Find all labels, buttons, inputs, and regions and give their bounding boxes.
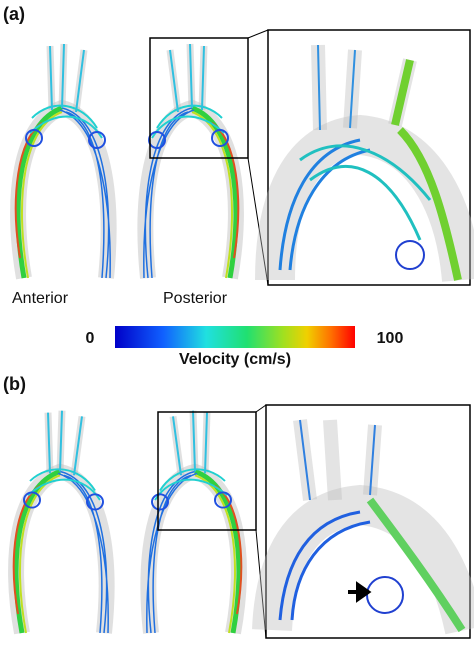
panel-label: (b) xyxy=(3,374,26,394)
inset xyxy=(252,404,474,639)
zoom-line xyxy=(255,529,267,639)
colorbar-min: 0 xyxy=(86,330,95,347)
zoom-line xyxy=(247,157,269,286)
view-label: Anterior xyxy=(12,290,69,307)
aorta-anterior xyxy=(16,44,110,278)
zoom-line xyxy=(255,404,267,413)
view-label: Posterior xyxy=(163,290,228,307)
inset xyxy=(255,29,474,286)
aorta-anterior-b xyxy=(14,411,108,633)
panel-label: (a) xyxy=(3,4,25,24)
colorbar-title: Velocity (cm/s) xyxy=(179,351,291,368)
aorta-posterior-b xyxy=(147,411,241,633)
zoom-line xyxy=(247,29,269,39)
colorbar xyxy=(115,326,355,348)
colorbar-max: 100 xyxy=(377,330,404,347)
zoom-box xyxy=(149,37,249,159)
aorta-posterior xyxy=(144,44,238,278)
zoom-box xyxy=(157,411,257,531)
